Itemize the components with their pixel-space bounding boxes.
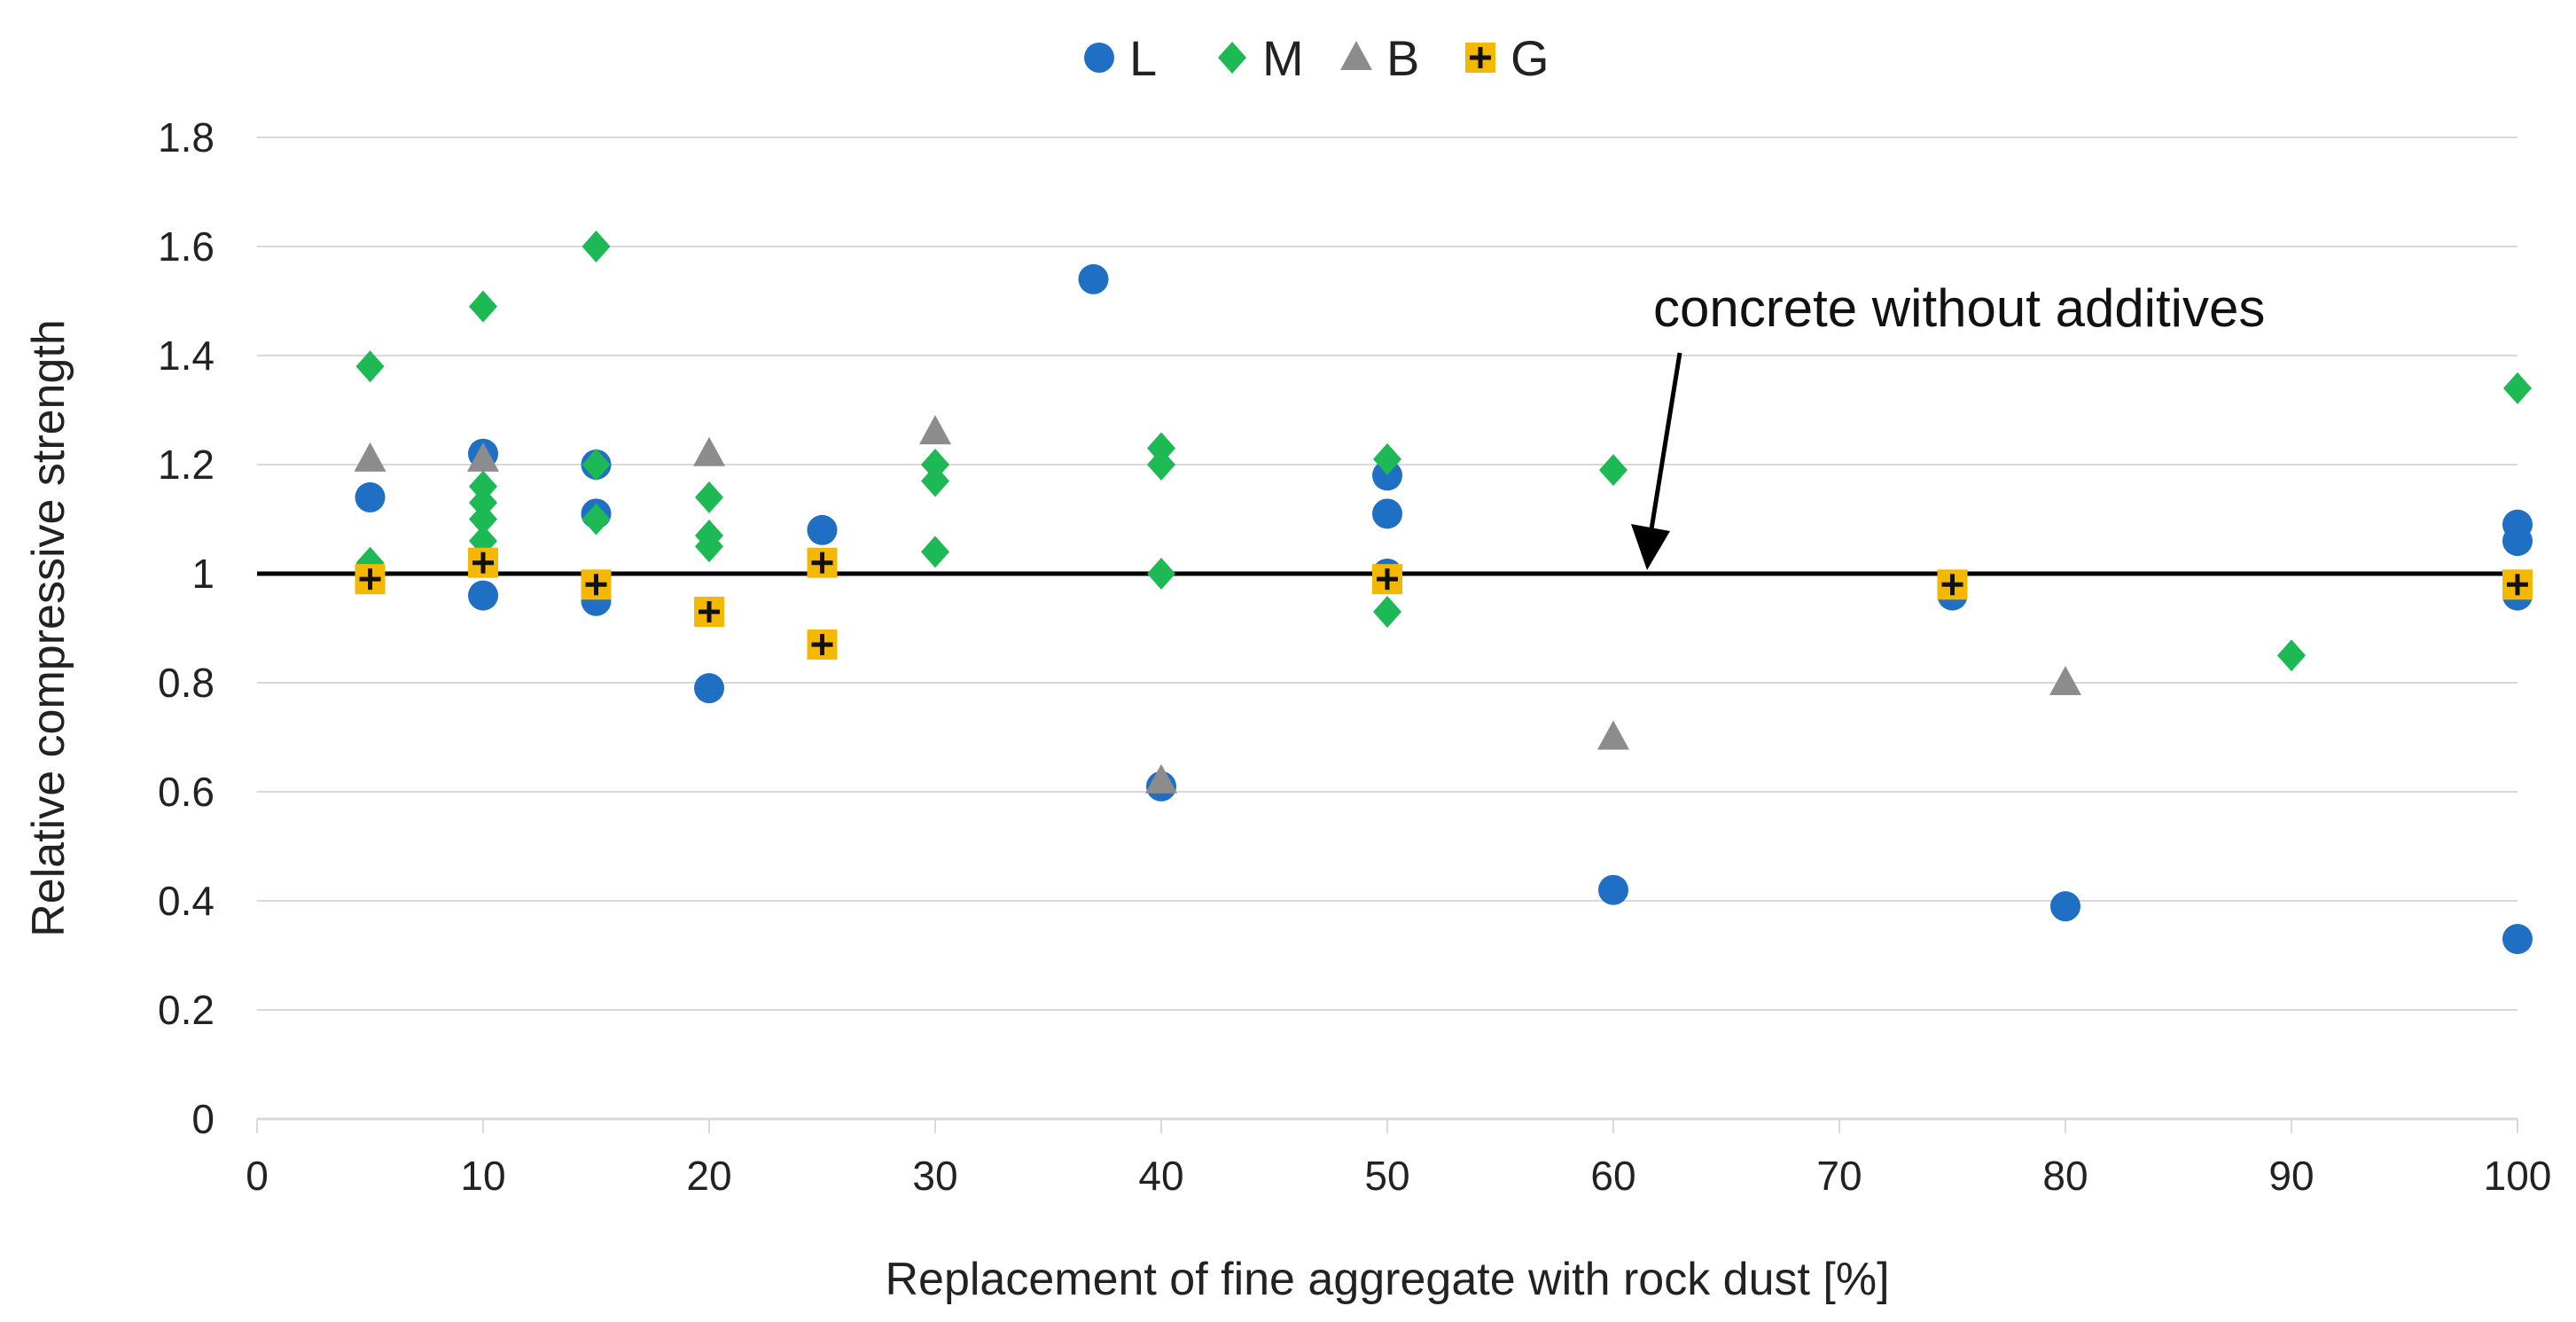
- y-tick-label: 1: [191, 551, 215, 597]
- data-point-m: [1147, 558, 1175, 590]
- x-tick-label: 50: [1364, 1153, 1409, 1199]
- x-tick-label: 100: [2484, 1153, 2552, 1199]
- y-tick-label: 0.6: [158, 769, 215, 815]
- data-point-g: [2502, 569, 2533, 600]
- y-axis-title: Relative compressive strength: [23, 319, 74, 937]
- data-point-m: [469, 290, 497, 323]
- x-tick-label: 0: [246, 1153, 269, 1199]
- y-tick-label: 0.4: [158, 878, 215, 924]
- data-point-m: [469, 487, 497, 520]
- data-point-g: [694, 597, 724, 628]
- x-tick-label: 90: [2268, 1153, 2314, 1199]
- data-point-m: [469, 503, 497, 536]
- data-point-l: [2050, 891, 2080, 922]
- legend-label-b: B: [1386, 30, 1419, 86]
- data-point-l: [1078, 263, 1109, 294]
- data-point-b: [1597, 720, 1629, 750]
- data-point-b: [354, 442, 386, 472]
- x-tick-label: 80: [2042, 1153, 2088, 1199]
- y-tick-label: 1.8: [158, 114, 215, 160]
- x-tick-label: 40: [1138, 1153, 1183, 1199]
- x-axis-title: Replacement of fine aggregate with rock …: [885, 1254, 1889, 1305]
- data-point-m: [921, 536, 949, 568]
- y-tick-label: 0.2: [158, 987, 215, 1033]
- series-g: [355, 547, 2533, 660]
- data-point-m: [355, 350, 385, 383]
- data-point-m: [582, 503, 611, 536]
- legend-marker-l: [1084, 43, 1114, 73]
- data-point-m: [1373, 442, 1401, 475]
- data-point-b: [467, 442, 499, 472]
- data-point-m: [582, 449, 611, 481]
- data-point-b: [919, 415, 951, 445]
- x-tick-label: 60: [1590, 1153, 1635, 1199]
- annotation-arrow: [1648, 352, 1682, 536]
- data-point-m: [1599, 454, 1628, 487]
- legend-marker-g: [1465, 43, 1495, 73]
- data-point-g: [1372, 564, 1402, 595]
- data-point-g: [581, 569, 612, 600]
- data-point-l: [355, 481, 386, 512]
- data-point-g: [807, 547, 838, 578]
- data-point-m: [1147, 432, 1175, 465]
- data-point-g: [468, 547, 498, 578]
- data-point-m: [695, 530, 723, 563]
- data-point-m: [1373, 596, 1401, 629]
- data-point-m: [921, 465, 949, 497]
- legend-item-m: M: [1218, 30, 1304, 86]
- data-layer: [354, 231, 2533, 955]
- data-point-b: [1145, 763, 1177, 794]
- data-point-l: [1598, 874, 1628, 905]
- data-point-g: [355, 564, 386, 595]
- data-point-m: [921, 449, 949, 481]
- x-tick-label: 20: [686, 1153, 731, 1199]
- data-point-l: [2502, 924, 2533, 955]
- y-tick-label: 1.4: [158, 332, 215, 379]
- data-point-l: [807, 514, 838, 545]
- legend-item-l: L: [1084, 30, 1157, 86]
- annotation-arrowhead: [1631, 524, 1670, 570]
- legend-item-b: B: [1340, 30, 1419, 86]
- data-point-b: [693, 436, 725, 466]
- data-point-m: [1147, 449, 1175, 481]
- axes: 0 0.2 0.4 0.6 0.8 1 1.2 1.4 1.6 1.8 0 10 20 30 40 50 60 7…: [158, 114, 2551, 1199]
- x-tick-label: 70: [1816, 1153, 1862, 1199]
- y-tick-label: 1.6: [158, 223, 215, 270]
- legend-item-g: G: [1465, 30, 1550, 86]
- data-point-l: [468, 580, 498, 611]
- y-tick-label: 0: [191, 1096, 215, 1142]
- legend-label-m: M: [1262, 30, 1304, 86]
- data-point-g: [807, 629, 838, 660]
- data-point-l: [694, 673, 724, 704]
- data-point-l: [1372, 460, 1402, 491]
- data-point-g: [1937, 569, 1968, 600]
- x-tick-label: 10: [460, 1153, 505, 1199]
- data-point-l: [2502, 526, 2533, 557]
- data-point-b: [2049, 666, 2081, 695]
- data-point-m: [582, 231, 611, 262]
- y-tick-label: 1.2: [158, 442, 215, 488]
- x-tick-label: 30: [912, 1153, 957, 1199]
- legend-label-l: L: [1129, 30, 1157, 86]
- y-tick-label: 0.8: [158, 660, 215, 706]
- reference-line-label: concrete without additives: [1653, 278, 2265, 338]
- legend-marker-m: [1218, 42, 1246, 74]
- legend-label-g: G: [1510, 30, 1550, 86]
- series-l: [355, 263, 2533, 955]
- data-point-m: [469, 470, 497, 503]
- legend-marker-b: [1340, 41, 1372, 70]
- series-m: [355, 231, 2532, 672]
- data-point-m: [695, 481, 723, 513]
- data-point-m: [2277, 639, 2306, 672]
- series-b: [354, 415, 2081, 794]
- data-point-l: [1372, 498, 1402, 529]
- data-point-m: [2503, 372, 2532, 404]
